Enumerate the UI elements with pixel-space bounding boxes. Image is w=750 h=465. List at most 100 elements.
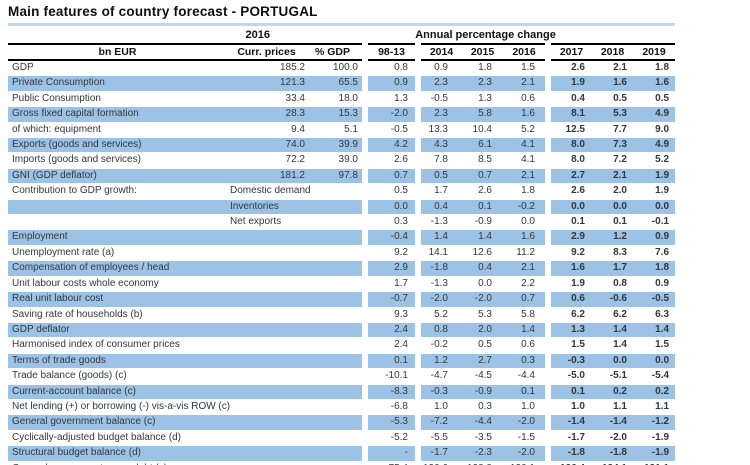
column-gap: [362, 61, 368, 77]
column-gap: [362, 137, 368, 154]
cell-value: 0.5: [421, 168, 462, 185]
cell-value: 0.0: [633, 353, 676, 370]
row-label: Exports (goods and services): [8, 137, 228, 154]
cell-value: 0.4: [421, 199, 462, 216]
cell-value: -0.2: [503, 199, 545, 216]
cell-value: -1.8: [551, 445, 592, 462]
cell-value: 0.9: [633, 229, 676, 246]
column-gap: [362, 368, 368, 385]
row-label: GNI (GDP deflator): [8, 168, 228, 185]
cell-value: 1.9: [551, 75, 592, 92]
cell-value: 0.0: [551, 199, 592, 216]
cell-value: 8.0: [551, 152, 592, 169]
row-sublabel: Net exports: [228, 214, 362, 231]
column-gap: [545, 152, 551, 169]
column-gap: [415, 245, 421, 262]
column-gap: [415, 461, 421, 465]
cell-value: -0.3: [421, 384, 462, 400]
cell-bn-eur: 121.3: [228, 75, 307, 92]
cell-value: 2.7: [551, 168, 592, 185]
rule-segment: [421, 59, 545, 61]
cell-value: -1.7: [421, 445, 462, 462]
cell-value: 2.1: [503, 75, 545, 92]
column-gap: [362, 106, 368, 123]
cell-value: -0.5: [421, 91, 462, 108]
cell-value: 2.6: [368, 152, 415, 169]
cell-bn-eur: 181.2: [228, 168, 307, 185]
cell-value: -0.6: [592, 291, 633, 308]
cell-value: 2.1: [503, 260, 545, 277]
cell-value: 1.6: [503, 229, 545, 246]
cell-value: 1.1: [633, 399, 676, 416]
column-gap: [415, 152, 421, 169]
cell-value: -2.0: [503, 414, 545, 431]
cell-value: -1.4: [551, 414, 592, 431]
column-header-bn-eur: bn EUR: [98, 46, 137, 58]
column-gap: [545, 59, 551, 61]
column-gap: [415, 229, 421, 246]
cell-value: 11.2: [503, 245, 545, 262]
cell-value: 0.3: [368, 214, 415, 231]
cell-value: -5.4: [633, 368, 676, 385]
cell-value: 0.9: [368, 75, 415, 92]
column-header-row: bn EUR Curr. prices % GDP 98-13 2014 201…: [8, 45, 675, 59]
cell-value: 1.9: [633, 168, 676, 185]
row-label: Structural budget balance (d): [8, 445, 362, 462]
column-gap: [545, 353, 551, 370]
column-gap: [545, 461, 551, 465]
column-gap: [415, 384, 421, 400]
cell-value: 7.3: [592, 137, 633, 154]
column-gap: [362, 245, 368, 262]
cell-pct-gdp: 97.8: [307, 168, 362, 185]
header-rule: [8, 59, 676, 61]
cell-value: 4.3: [421, 137, 462, 154]
column-header-year: 2014: [429, 46, 454, 58]
column-gap: [362, 214, 368, 231]
cell-bn-eur: 33.4: [228, 91, 307, 108]
cell-value: 8.1: [551, 106, 592, 123]
row-label: Employment: [8, 229, 362, 246]
column-gap: [362, 260, 368, 277]
cell-value: 4.1: [503, 152, 545, 169]
cell-value: 2.1: [592, 168, 633, 185]
cell-value: -4.7: [421, 368, 462, 385]
cell-value: 1.8: [633, 61, 676, 77]
column-gap: [545, 75, 551, 92]
row-label: General government balance (c): [8, 414, 362, 431]
column-gap: [415, 183, 421, 200]
cell-value: 9.2: [551, 245, 592, 262]
column-gap: [415, 45, 421, 59]
cell-value: 2.9: [551, 229, 592, 246]
cell-value: -1.5: [503, 430, 545, 447]
row-label: Terms of trade goods: [8, 353, 362, 370]
column-gap: [362, 199, 368, 216]
page-title: Main features of country forecast - PORT…: [8, 4, 318, 19]
column-gap: [415, 199, 421, 216]
column-gap: [545, 106, 551, 123]
cell-pct-gdp: 39.9: [307, 137, 362, 154]
column-gap: [545, 137, 551, 154]
cell-value: 6.2: [592, 307, 633, 323]
table-row: of which: equipment 9.4 5.1 -0.5 13.3 10.4 5.2…: [8, 122, 676, 139]
cell-value: 1.0: [421, 399, 462, 416]
cell-value: 7.2: [592, 152, 633, 169]
cell-value: 0.7: [462, 168, 503, 185]
column-gap: [362, 307, 368, 323]
column-gap: [545, 260, 551, 277]
cell-value: 2.0: [462, 322, 503, 339]
rule-segment: [421, 43, 545, 45]
cell-value: 0.2: [633, 384, 676, 400]
cell-value: 4.1: [503, 137, 545, 154]
column-gap: [545, 430, 551, 447]
cell-value: 7.6: [633, 245, 676, 262]
column-gap: [415, 276, 421, 293]
cell-value: 0.0: [462, 276, 503, 293]
row-label: GDP: [8, 61, 228, 77]
row-label: Private Consumption: [8, 75, 228, 92]
cell-value: 1.4: [592, 322, 633, 339]
cell-value: 0.3: [503, 353, 545, 370]
table-row: GDP 185.2 100.0 0.8 0.9 1.8 1.5 2.6 2.1 1.8: [8, 61, 676, 77]
cell-value: -7.2: [421, 414, 462, 431]
row-label: Current-account balance (c): [8, 384, 362, 400]
